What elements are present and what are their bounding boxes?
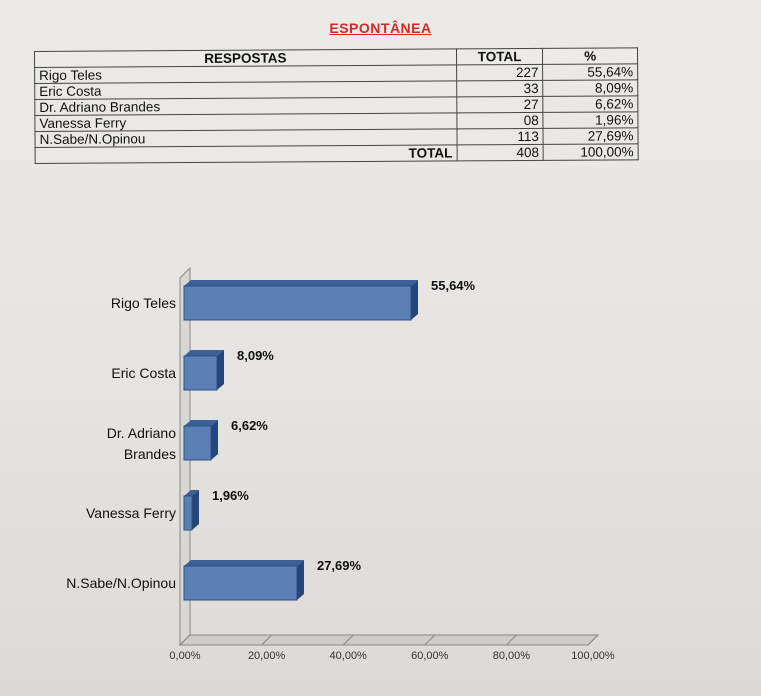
category-label-line: Eric Costa bbox=[111, 365, 176, 381]
row-percent: 27,69% bbox=[543, 127, 639, 145]
x-tick-label: 60,00% bbox=[411, 650, 449, 662]
bar-side-face bbox=[211, 420, 219, 460]
bar-value-label: 8,09% bbox=[237, 348, 274, 363]
x-tick-mark bbox=[506, 634, 517, 646]
category-label: N.Sabe/N.Opinou bbox=[66, 575, 176, 591]
bar-side-face bbox=[217, 350, 225, 390]
table-total-row: TOTAL 408 100,00% bbox=[35, 143, 639, 164]
category-label: Dr. Adriano Brandes bbox=[107, 425, 176, 462]
category-label: Vanessa Ferry bbox=[86, 505, 176, 521]
row-total: 33 bbox=[456, 80, 544, 97]
row-total: 113 bbox=[456, 128, 544, 145]
bar bbox=[183, 355, 218, 391]
header-total: TOTAL bbox=[456, 48, 543, 65]
header-percent: % bbox=[542, 47, 638, 65]
chart-floor bbox=[178, 634, 600, 646]
bar bbox=[183, 425, 212, 461]
bar bbox=[183, 285, 412, 321]
bar-value-label: 1,96% bbox=[212, 488, 249, 503]
bar-side-face bbox=[296, 560, 304, 600]
x-tick-label: 100,00% bbox=[571, 650, 615, 662]
bar-top-face bbox=[184, 560, 304, 566]
page-title: ESPONTÂNEA bbox=[329, 20, 432, 36]
bar bbox=[183, 495, 193, 531]
row-percent: 6,62% bbox=[543, 95, 638, 113]
x-tick-mark bbox=[179, 634, 191, 646]
bar-chart: 55,64% Rigo Teles 8,09% Eric Costa 6,62% Dr. … bbox=[66, 266, 615, 662]
x-tick-label: 40,00% bbox=[330, 650, 368, 662]
category-label: Eric Costa bbox=[111, 365, 176, 381]
bar-side-face bbox=[411, 280, 419, 320]
x-tick-mark bbox=[261, 634, 272, 646]
bar-top-face bbox=[184, 350, 225, 356]
x-tick-mark bbox=[342, 634, 354, 646]
x-tick-mark bbox=[424, 634, 436, 646]
bar-value-label: 55,64% bbox=[431, 278, 476, 293]
row-percent: 1,96% bbox=[543, 111, 638, 129]
bar-value-label: 6,62% bbox=[231, 418, 268, 433]
x-tick-label: 20,00% bbox=[248, 650, 286, 662]
x-tick-mark bbox=[587, 634, 599, 646]
x-tick-label: 80,00% bbox=[493, 650, 531, 662]
results-table: RESPOSTAS TOTAL % Rigo Teles 227 55,64% … bbox=[34, 47, 639, 164]
row-percent: 55,64% bbox=[542, 63, 638, 81]
bar-top-face bbox=[184, 490, 199, 496]
total-percent: 100,00% bbox=[543, 143, 639, 161]
bar-top-face bbox=[184, 280, 419, 286]
category-label-line: Dr. Adriano bbox=[107, 425, 176, 441]
total-count: 408 bbox=[456, 144, 544, 161]
row-total: 27 bbox=[456, 96, 544, 113]
x-tick-label: 0,00% bbox=[169, 650, 200, 662]
row-percent: 8,09% bbox=[543, 79, 638, 97]
bar bbox=[183, 565, 298, 601]
category-label: Rigo Teles bbox=[111, 295, 176, 311]
bar-top-face bbox=[184, 420, 219, 426]
category-label-line: N.Sabe/N.Opinou bbox=[66, 575, 176, 591]
category-label-line: Brandes bbox=[124, 446, 176, 462]
row-total: 08 bbox=[456, 112, 544, 129]
category-label-line: Rigo Teles bbox=[111, 295, 176, 311]
bar-side-face bbox=[191, 490, 199, 530]
row-total: 227 bbox=[456, 64, 544, 81]
total-label: TOTAL bbox=[35, 144, 457, 164]
category-label-line: Vanessa Ferry bbox=[86, 505, 176, 521]
bar-value-label: 27,69% bbox=[317, 558, 362, 573]
